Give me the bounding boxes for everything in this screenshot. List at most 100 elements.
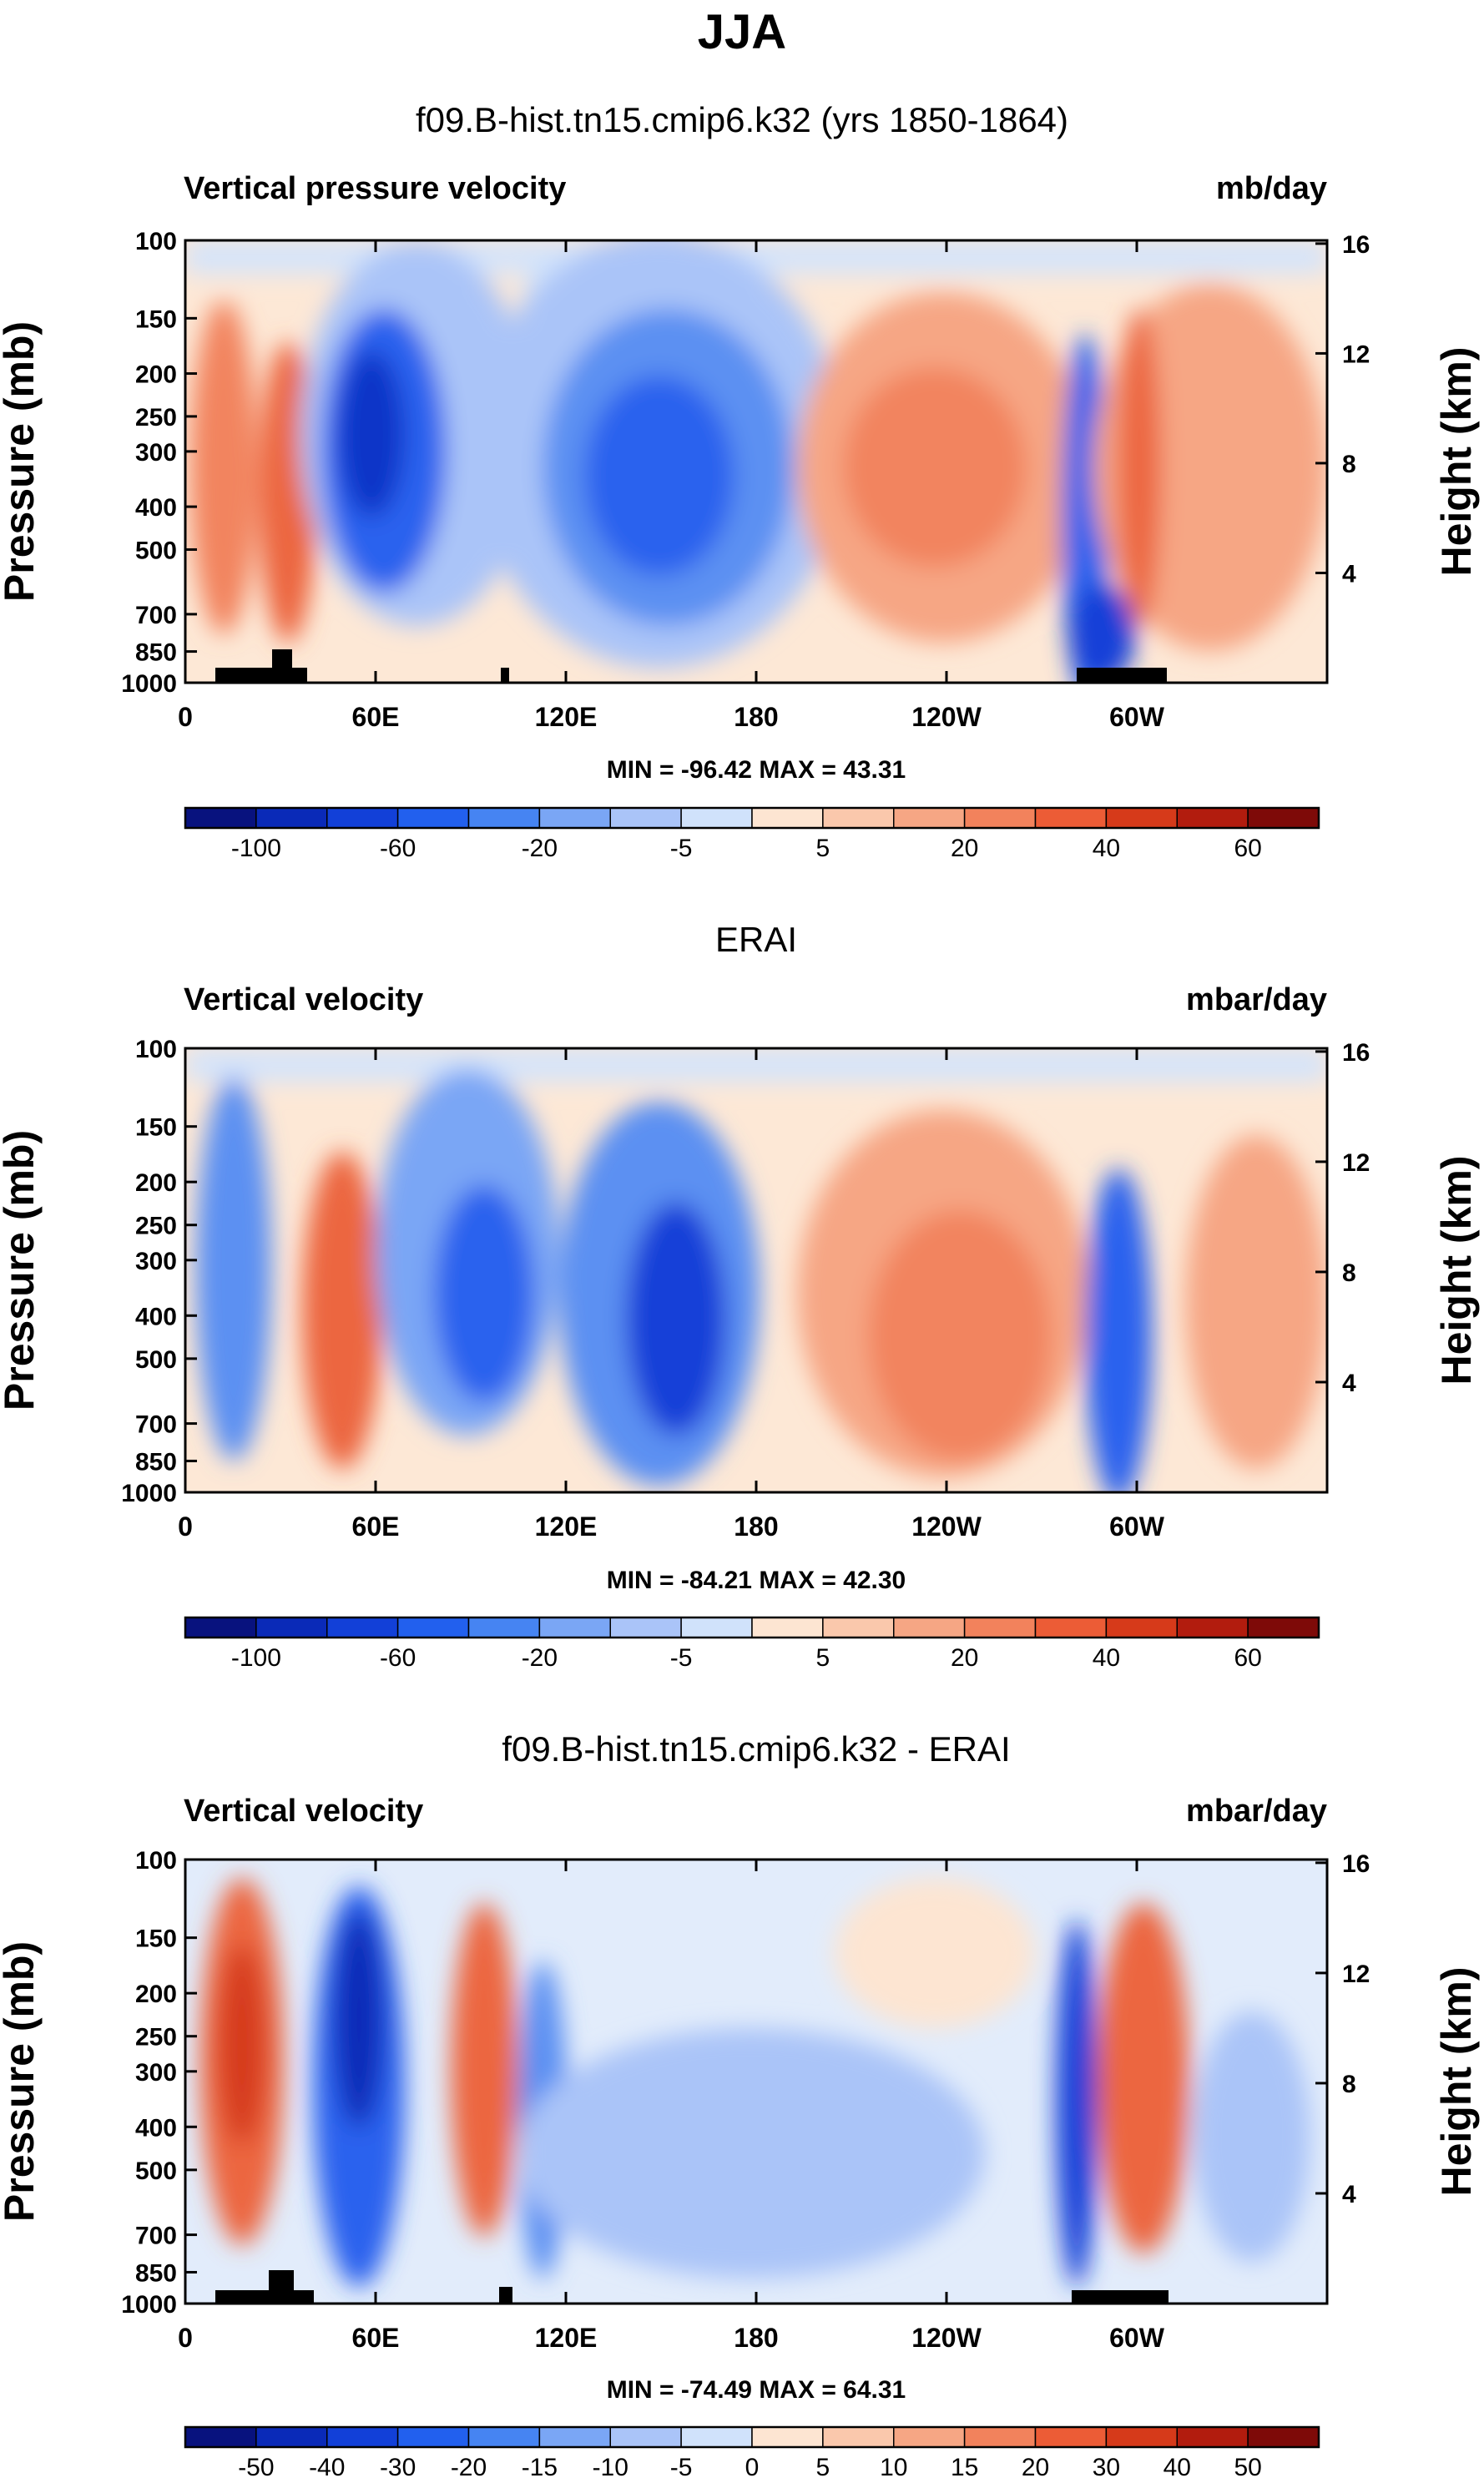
colorbar-label: 40: [1093, 1644, 1120, 1672]
y-tick-label: 100: [135, 228, 177, 255]
colorbar-swatch: [538, 807, 611, 829]
land-mask: [272, 649, 292, 669]
colorbar: -100 -60 -20 -5 5 20 40 60: [184, 1616, 1320, 1672]
y-axis-label-right: Height (km): [1433, 1967, 1480, 2197]
colorbar-swatch: [467, 1617, 541, 1638]
colorbar-swatch: [1176, 1617, 1249, 1638]
min-max-stats: MIN = -84.21 MAX = 42.30: [607, 1567, 906, 1594]
colorbar-swatch: [467, 807, 541, 829]
field-blob: [338, 351, 405, 517]
field-blob: [219, 1945, 265, 2145]
colorbar-swatch: [255, 807, 328, 829]
y-tick-label: 500: [135, 2157, 177, 2185]
height-tick-label: 12: [1342, 1961, 1370, 1988]
units-label: mbar/day: [1186, 1794, 1327, 1829]
y-tick-label: 100: [135, 1036, 177, 1063]
y-tick-label: 1000: [121, 1480, 177, 1507]
y-tick-label: 850: [135, 1448, 177, 1476]
colorbar-swatch: [184, 1617, 257, 1638]
y-tick-label: 300: [135, 439, 177, 467]
panel-title: f09.B-hist.tn15.cmip6.k32 - ERAI: [502, 1729, 1010, 1769]
colorbar-swatch: [1034, 807, 1108, 829]
height-tick-label: 8: [1342, 2071, 1356, 2098]
colorbar-label: -20: [451, 2454, 487, 2481]
y-tick-label: 1000: [121, 670, 177, 698]
field-blob: [451, 1903, 517, 2237]
colorbar-label: 15: [951, 2454, 978, 2481]
height-tick-label: 16: [1342, 231, 1370, 259]
height-tick-label: 12: [1342, 1149, 1370, 1177]
colorbar-swatch: [963, 807, 1037, 829]
x-tick-label: 0: [178, 2323, 193, 2353]
colorbar-swatch: [538, 2426, 611, 2448]
x-tick-label: 0: [178, 702, 193, 732]
field-blob: [190, 300, 257, 634]
y-tick-label: 300: [135, 1248, 177, 1275]
field-blob: [1118, 309, 1161, 626]
land-mask: [215, 2290, 314, 2304]
colorbar-swatch: [963, 2426, 1037, 2448]
variable-label: Vertical velocity: [184, 1794, 423, 1829]
colorbar-swatch: [326, 1617, 399, 1638]
colorbar-swatch: [1247, 1617, 1320, 1638]
land-mask: [501, 668, 509, 683]
y-tick-label: 700: [135, 2223, 177, 2250]
colorbar-label: 30: [1093, 2454, 1120, 2481]
field-blob: [835, 1878, 1035, 2028]
axes: 0 60E 120E 180 120W 60W 100 150 200 250 300 400 500 7…: [121, 1036, 1370, 1542]
colorbar-label: 5: [816, 1644, 830, 1672]
colorbar-frame: [184, 2425, 1320, 2449]
field-blob: [196, 1077, 271, 1461]
x-tick-label: 60W: [1109, 1512, 1165, 1542]
y-axis-label: Pressure (mb): [0, 1941, 43, 2222]
colorbar-label: -30: [380, 2454, 416, 2481]
y-tick-label: 400: [135, 2114, 177, 2142]
height-tick-label: 4: [1342, 1370, 1356, 1397]
colorbar-swatch: [751, 1617, 824, 1638]
colorbar-swatch: [396, 2426, 470, 2448]
field-blob: [843, 367, 1027, 568]
field-blob: [334, 1911, 384, 2128]
y-tick-label: 700: [135, 602, 177, 629]
height-tick-label: 4: [1342, 560, 1356, 588]
x-tick-label: 120E: [535, 702, 598, 732]
colorbar-swatch: [751, 2426, 824, 2448]
colorbar-swatch: [396, 807, 470, 829]
y-tick-label: 500: [135, 1346, 177, 1374]
y-tick-label: 250: [135, 2024, 177, 2052]
field-blob: [626, 1202, 726, 1436]
field-blob: [517, 2028, 985, 2279]
colorbar-swatch: [893, 807, 966, 829]
field-blob: [1068, 584, 1135, 683]
colorbar-swatch: [609, 807, 682, 829]
colorbar-swatch: [1176, 2426, 1249, 2448]
colorbar-swatch: [467, 2426, 541, 2448]
colorbar-swatch: [1105, 807, 1178, 829]
panel-title: ERAI: [715, 920, 797, 959]
x-tick-label: 180: [734, 2323, 778, 2353]
field-blob: [434, 1185, 534, 1402]
colorbar-swatch: [1105, 1617, 1178, 1638]
colorbar-frame: [184, 1616, 1320, 1639]
height-tick-label: 16: [1342, 1850, 1370, 1878]
colorbar-label: -15: [522, 2454, 558, 2481]
colorbar-swatch: [396, 1617, 470, 1638]
colorbar-swatch: [538, 1617, 611, 1638]
colorbar-label: -50: [238, 2454, 274, 2481]
colorbar-swatch: [609, 1617, 682, 1638]
min-max-stats: MIN = -74.49 MAX = 64.31: [607, 2376, 906, 2404]
colorbar-label: 40: [1163, 2454, 1191, 2481]
colorbar-swatch: [1034, 1617, 1108, 1638]
colorbar-swatch: [1034, 2426, 1108, 2448]
colorbar-swatch: [1247, 2426, 1320, 2448]
colorbar-label: 40: [1093, 835, 1120, 862]
colorbar-swatch: [893, 2426, 966, 2448]
land-mask: [215, 668, 307, 683]
colorbar-swatch: [326, 2426, 399, 2448]
colorbar-swatch: [680, 1617, 753, 1638]
axes: 0 60E 120E 180 120W 60W 100 150 200 250 300 400 500 7…: [121, 228, 1370, 732]
y-tick-label: 150: [135, 1114, 177, 1142]
x-tick-label: 60W: [1109, 2323, 1165, 2353]
colorbar-swatch: [1176, 807, 1249, 829]
